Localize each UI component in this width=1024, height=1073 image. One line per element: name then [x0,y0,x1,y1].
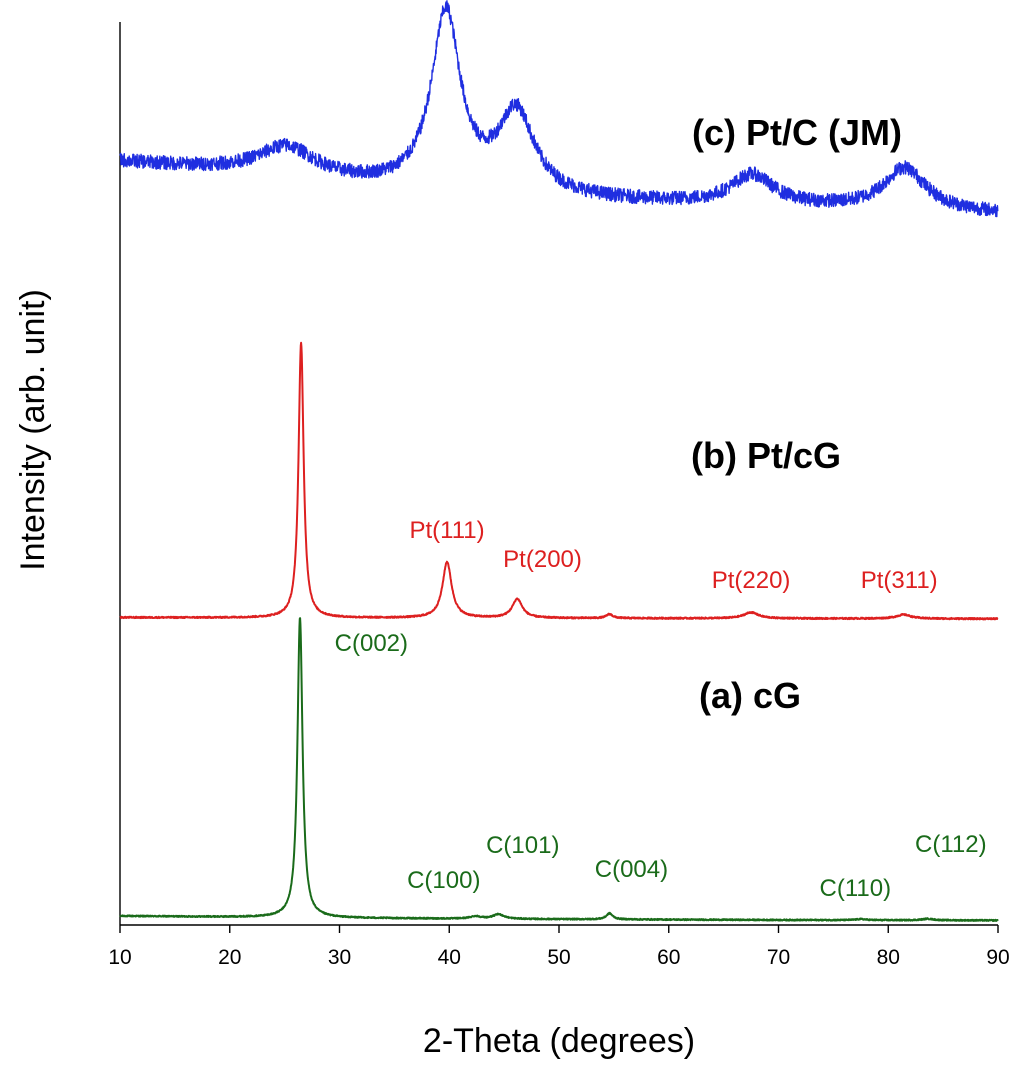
x-tick-label-80: 80 [877,946,900,969]
peak-label-c-112: C(112) [915,831,987,858]
traces [119,0,999,922]
peak-label-pt-111: Pt(111) [409,517,484,544]
x-axis-title: 2-Theta (degrees) [423,1022,695,1060]
x-tick-label-10: 10 [108,946,131,969]
peak-label-c-110: C(110) [820,875,892,902]
y-axis-title: Intensity (arb. unit) [14,289,52,571]
peak-label-c-004: C(004) [595,856,668,883]
x-tick-label-50: 50 [547,946,570,969]
series-labels: (a) cG (b) Pt/cG (c) Pt/C (JM) [691,112,902,716]
series-label-c-pt-c-jm: (c) Pt/C (JM) [692,112,902,153]
series-a-cg-line [119,617,999,922]
series-c-pt-c-jm-line [119,0,999,218]
peak-label-c-101: C(101) [486,832,559,859]
peak-annotations: C(002) C(100)C(101) C(004) C(110) C(112) Pt(1… [335,517,987,902]
x-tick-label-20: 20 [218,946,241,969]
peak-label-pt-311: Pt(311) [861,567,938,594]
peak-label-c-002: C(002) [335,630,408,657]
x-tick-label-70: 70 [767,946,790,969]
x-tick-label-40: 40 [438,946,461,969]
series-b-pt-cg-line [119,341,999,621]
plot-area: 10 20 30 40 50 60 70 80 90 (a) cG (b) Pt/cG (c) Pt… [108,0,1010,969]
series-label-a-cg: (a) cG [699,675,801,716]
x-tick-label-30: 30 [328,946,351,969]
series-label-b-pt-cg: (b) Pt/cG [691,435,841,476]
x-tick-label-60: 60 [657,946,680,969]
x-axis-ticks: 10 20 30 40 50 60 70 80 90 [108,925,1010,969]
peak-label-pt-220: Pt(220) [712,567,791,594]
peak-label-c-100: C(100) [407,867,480,894]
x-tick-label-90: 90 [986,946,1009,969]
peak-label-pt-200: Pt(200) [503,546,582,573]
